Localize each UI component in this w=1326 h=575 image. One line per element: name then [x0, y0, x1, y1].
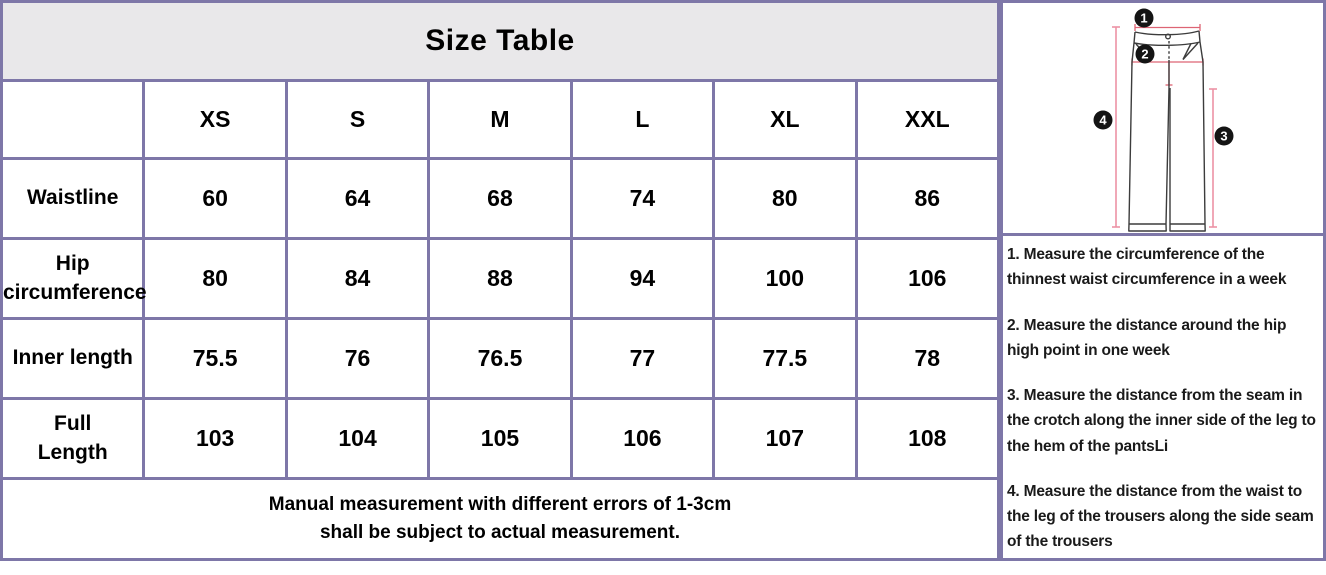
cell-value: 108	[854, 397, 1001, 480]
table-title-row: Size Table	[0, 0, 1000, 82]
cell-value: 104	[284, 397, 431, 480]
cell-value: 94	[569, 237, 716, 320]
row-label-waistline: Waistline	[0, 157, 146, 240]
measure-line-waist	[1134, 24, 1201, 31]
size-header-m: M	[427, 79, 573, 160]
cell-value: 103	[142, 397, 288, 480]
instruction-4: 4. Measure the distance from the waist t…	[1007, 482, 1314, 551]
cell-value: 75.5	[142, 317, 288, 400]
table-row-hip: Hip circumference 80 84 88 94 100 106	[0, 237, 1001, 320]
cell-value: 100	[712, 237, 858, 320]
size-header-s: S	[284, 79, 431, 160]
table-row-inner-length: Inner length 75.5 76 76.5 77 77.5 78	[0, 317, 1001, 400]
cell-value: 88	[427, 237, 573, 320]
right-pocket-line	[1182, 42, 1199, 60]
marker-2-hip: 2	[1135, 44, 1155, 64]
measurement-disclaimer: Manual measurement with different errors…	[0, 477, 1000, 561]
table-row-waistline: Waistline 60 64 68 74 80 86	[0, 157, 1001, 240]
cell-value: 76.5	[427, 317, 573, 400]
cell-value: 84	[284, 237, 431, 320]
instruction-1: 1. Measure the circumference of the thin…	[1007, 246, 1287, 289]
pants-outline	[1128, 30, 1206, 232]
marker-3-inner-length: 3	[1214, 126, 1234, 146]
table-title: Size Table	[0, 0, 1000, 82]
cell-value: 106	[569, 397, 716, 480]
cell-value: 68	[427, 157, 573, 240]
cell-value: 106	[854, 237, 1001, 320]
size-header-row: XS S M L XL XXL	[0, 79, 1001, 160]
svg-text:1: 1	[1140, 11, 1147, 26]
corner-empty-cell	[0, 79, 146, 160]
table-row-full-length: Full Length 103 104 105 106 107 108	[0, 397, 1001, 480]
measurement-guide-panel: 1 2 3 4 1. Measure the circumference of …	[1000, 0, 1326, 561]
disclaimer-line-2: shall be subject to actual measurement.	[319, 522, 681, 543]
button-icon	[1164, 33, 1171, 40]
pants-diagram: 1 2 3 4	[1003, 3, 1323, 236]
cell-value: 80	[712, 157, 858, 240]
cell-value: 64	[284, 157, 431, 240]
marker-1-waist: 1	[1134, 8, 1154, 28]
cell-value: 77.5	[712, 317, 858, 400]
cell-value: 60	[142, 157, 288, 240]
size-header-l: L	[569, 79, 716, 160]
cell-value: 78	[854, 317, 1001, 400]
cell-value: 80	[142, 237, 288, 320]
cell-value: 77	[569, 317, 716, 400]
cell-value: 105	[427, 397, 573, 480]
instruction-3: 3. Measure the distance from the seam in…	[1007, 387, 1316, 455]
measure-line-full-length	[1112, 26, 1120, 228]
svg-text:2: 2	[1141, 47, 1148, 62]
size-table-section: Size Table XS S M L XL XXL Waistline 60 …	[0, 0, 1001, 561]
disclaimer-line-1: Manual measurement with different errors…	[268, 493, 732, 515]
table-footer-row: Manual measurement with different errors…	[0, 477, 1000, 561]
cell-value: 76	[284, 317, 431, 400]
marker-4-full-length: 4	[1093, 110, 1113, 130]
row-label-full-length: Full Length	[0, 397, 146, 480]
size-table: Size Table XS S M L XL XXL Waistline 60 …	[0, 0, 1001, 561]
size-header-xs: XS	[142, 79, 288, 160]
instruction-2: 2. Measure the distance around the hip h…	[1007, 316, 1287, 359]
cell-value: 107	[712, 397, 858, 480]
measure-line-inner-length	[1209, 88, 1217, 228]
row-label-hip: Hip circumference	[0, 237, 147, 320]
size-header-xl: XL	[712, 79, 858, 160]
svg-text:3: 3	[1220, 129, 1227, 144]
size-chart-infographic: Size Table XS S M L XL XXL Waistline 60 …	[0, 0, 1326, 561]
row-label-inner-length: Inner length	[0, 317, 146, 400]
svg-text:4: 4	[1099, 113, 1107, 128]
size-header-xxl: XXL	[854, 79, 1001, 160]
measurement-instructions: 1. Measure the circumference of the thin…	[1003, 236, 1323, 575]
cell-value: 86	[854, 157, 1001, 240]
cell-value: 74	[569, 157, 716, 240]
pants-measurement-diagram-svg: 1 2 3 4	[1093, 8, 1234, 232]
